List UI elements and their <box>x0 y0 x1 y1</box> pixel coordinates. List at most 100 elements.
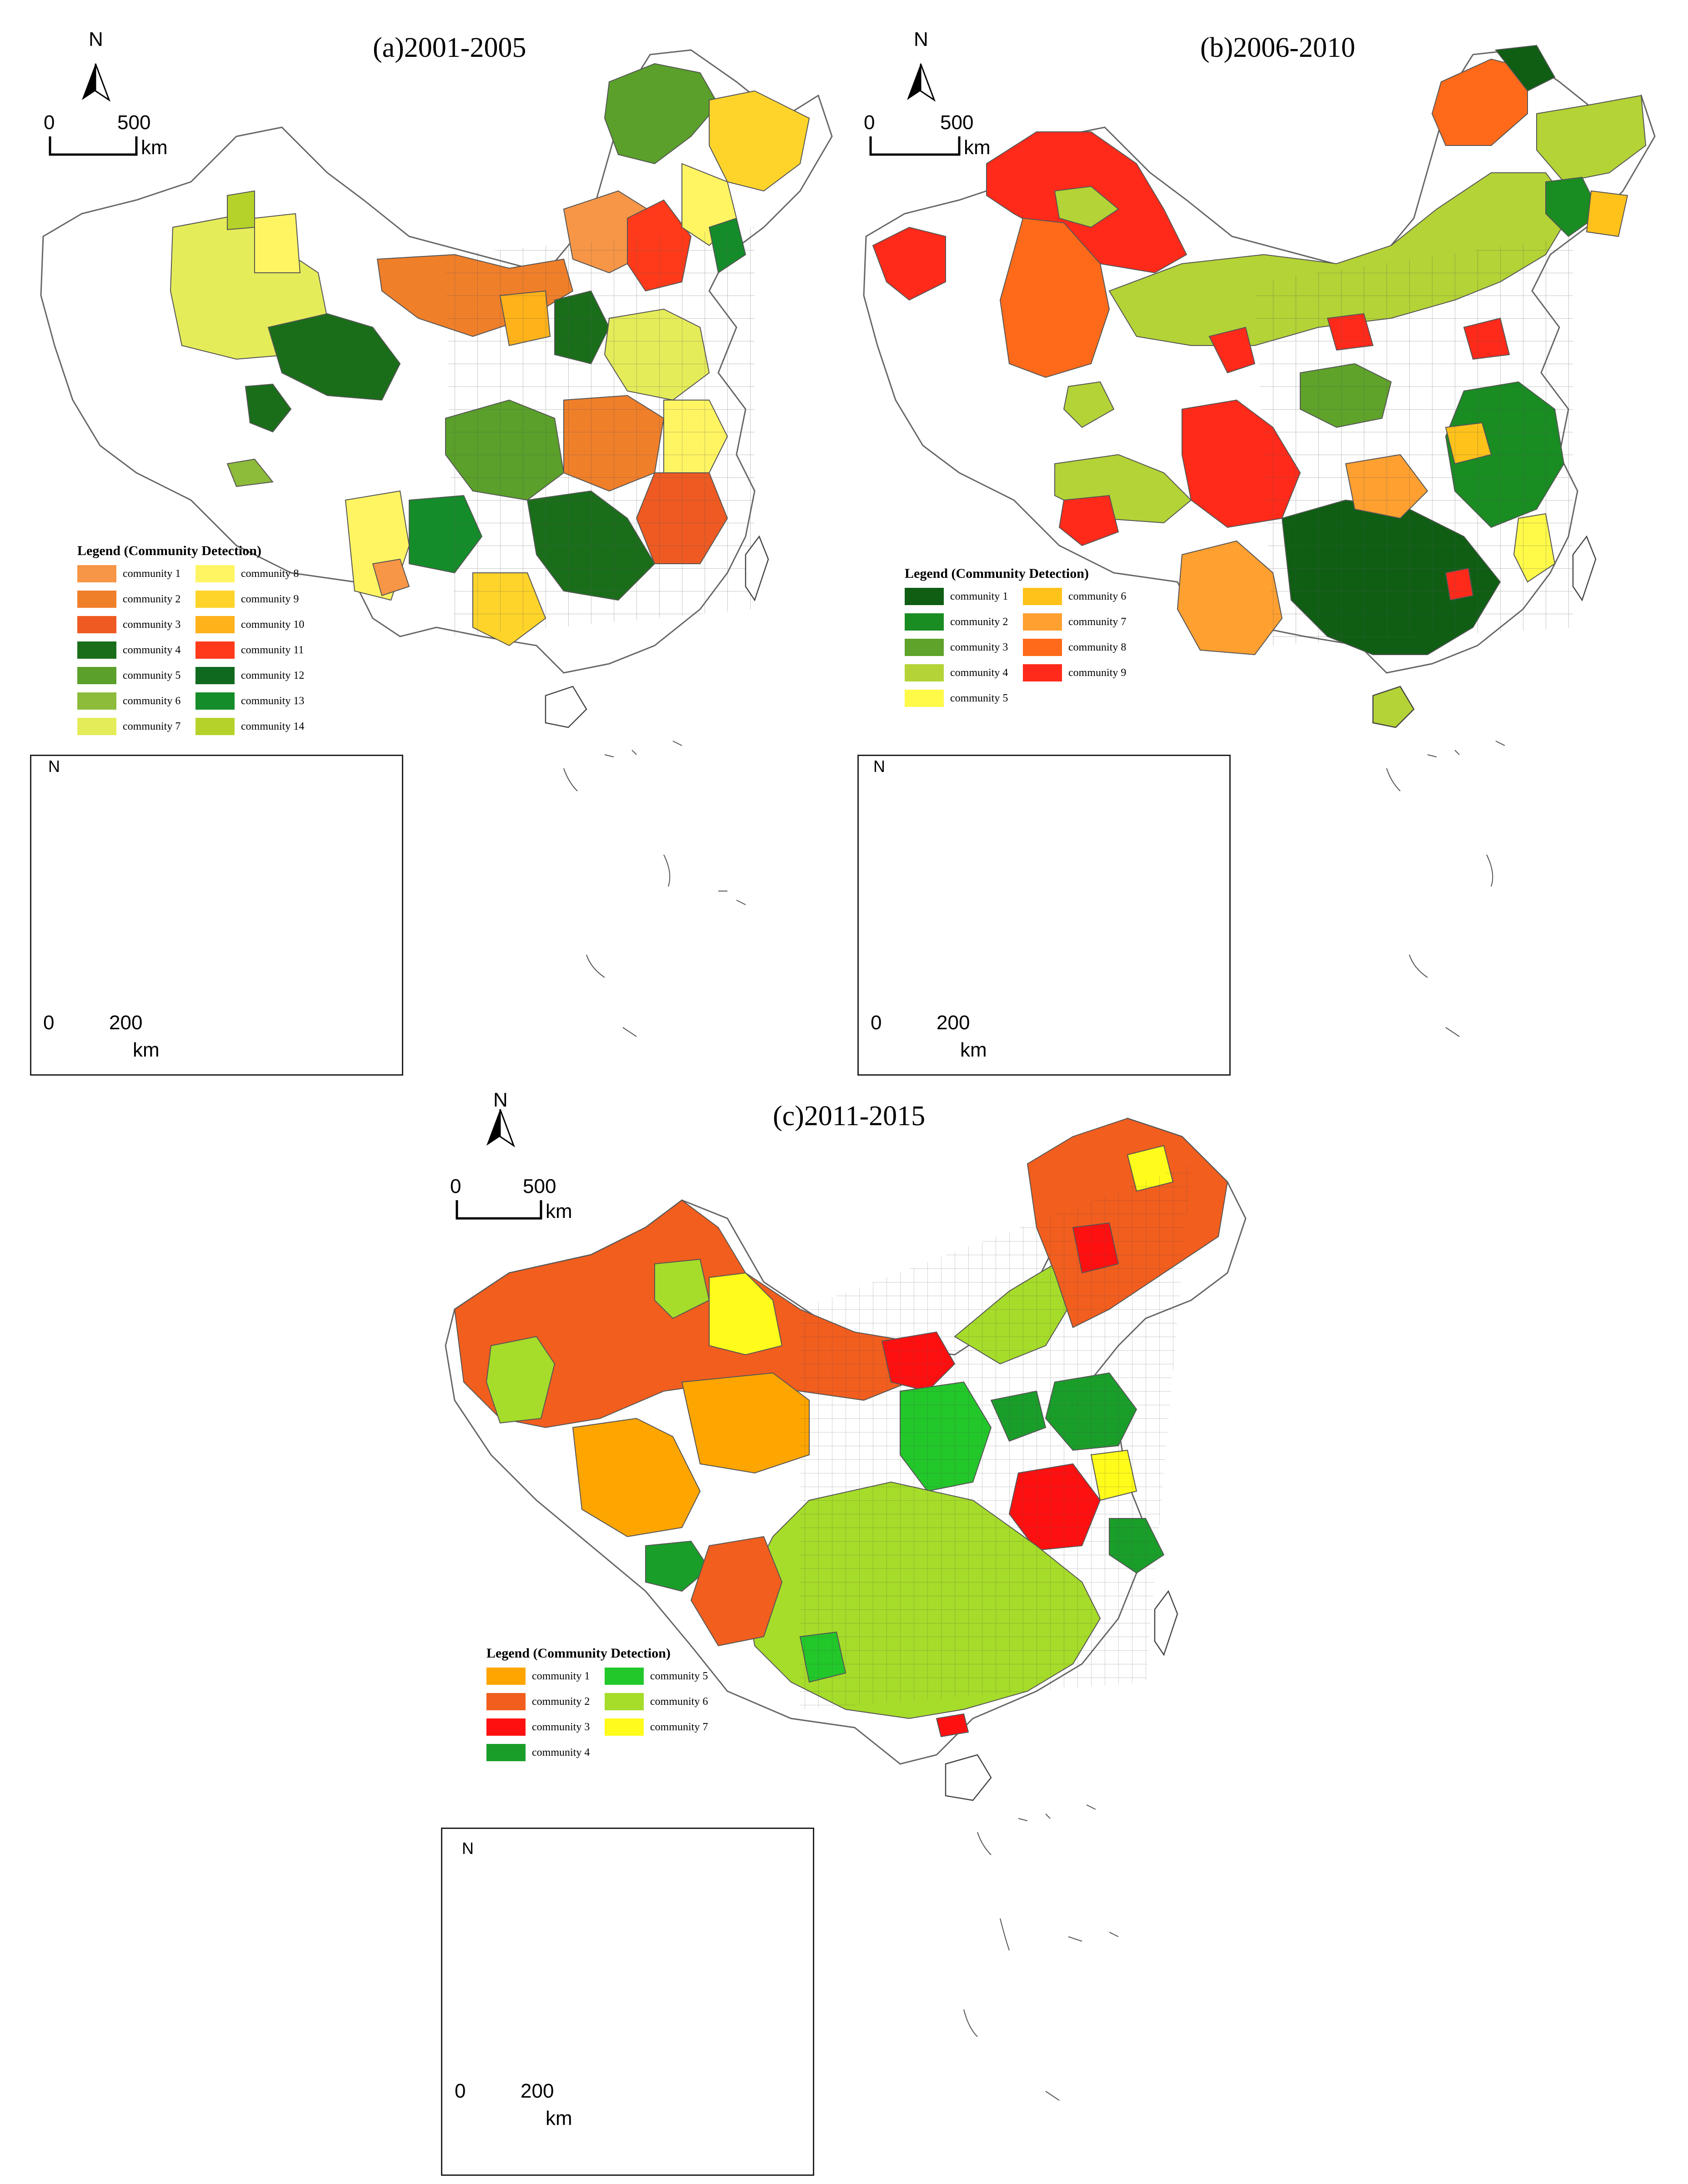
legend-swatch <box>486 1744 526 1761</box>
legend-label: community 14 <box>241 720 305 732</box>
panel-a-region <box>226 458 274 487</box>
panel-b-region <box>872 226 946 301</box>
legend-item: community 3 <box>905 639 1023 656</box>
legend-item: community 6 <box>1023 588 1141 605</box>
legend-empty <box>1023 690 1141 707</box>
legend-item: community 8 <box>195 565 314 582</box>
panel-b-inset-north-label: N <box>873 757 885 776</box>
legend-swatch <box>77 591 116 608</box>
panel-a-scale-value: 500 <box>117 111 151 134</box>
legend-label: community 5 <box>650 1670 708 1682</box>
legend-label: community 9 <box>241 593 299 605</box>
legend-swatch <box>195 667 235 684</box>
legend-label: community 2 <box>950 616 1008 628</box>
panel-b-north-label: N <box>914 28 928 50</box>
legend-swatch <box>605 1718 644 1736</box>
legend-swatch <box>905 664 944 681</box>
panel-a-scale-unit: km <box>141 136 168 159</box>
legend-label: community 10 <box>241 618 305 631</box>
panel-c-title: (c)2011-2015 <box>773 1101 926 1132</box>
legend-swatch <box>77 616 116 633</box>
legend-item: community 3 <box>77 616 195 633</box>
legend-item: community 4 <box>486 1744 605 1761</box>
panel-c-scale-value: 500 <box>523 1175 556 1197</box>
legend-item: community 13 <box>195 692 314 710</box>
panel-c-legend-items: community 1 community 5 community 2 communi… <box>486 1668 723 1761</box>
panel-b-region <box>1586 190 1628 237</box>
legend-item: community 2 <box>486 1693 605 1710</box>
legend-swatch <box>1023 613 1062 631</box>
legend-swatch <box>486 1718 526 1736</box>
panel-c-region <box>709 1272 783 1356</box>
legend-swatch <box>77 641 116 659</box>
legend-swatch <box>77 667 116 684</box>
panel-a-region <box>372 558 410 596</box>
panel-c-region <box>645 1540 710 1592</box>
legend-item: community 5 <box>77 667 195 684</box>
legend-label: community 4 <box>123 644 181 656</box>
panel-c-inset-north-label: N <box>462 1839 474 1858</box>
panel-b-title: (b)2006-2010 <box>1200 32 1355 63</box>
legend-item: community 1 <box>486 1668 605 1685</box>
legend-swatch <box>1023 664 1062 681</box>
legend-item: community 12 <box>195 667 314 684</box>
legend-item: community 7 <box>605 1718 723 1736</box>
legend-label: community 1 <box>532 1670 590 1682</box>
panel-b-region <box>1545 176 1601 237</box>
panel-a-region <box>227 190 255 230</box>
panel-b-legend-items: community 1 community 6 community 2 communi… <box>905 588 1141 707</box>
legend-swatch <box>605 1668 644 1685</box>
panel-c-inset-scale-value: 200 <box>521 2080 554 2102</box>
legend-item: community 4 <box>905 664 1023 681</box>
legend-label: community 5 <box>950 692 1008 704</box>
panel-b-region <box>1208 326 1256 374</box>
legend-label: community 9 <box>1068 666 1127 679</box>
panel-c-taiwan <box>1154 1590 1178 1656</box>
legend-item: community 14 <box>195 718 314 735</box>
panel-a-region <box>604 63 719 165</box>
panel-a-inset-scale-unit: km <box>133 1039 160 1061</box>
panel-b-inset-scale-unit: km <box>960 1039 987 1061</box>
panel-b-inset-frame <box>857 755 1231 1076</box>
legend-label: community 5 <box>123 669 181 681</box>
panel-a-region <box>245 383 292 433</box>
panel-a-region <box>709 90 810 192</box>
legend-swatch <box>1023 639 1062 656</box>
panel-c-north-arrow <box>486 1109 516 1147</box>
legend-item: community 1 <box>905 588 1023 605</box>
legend-swatch <box>486 1668 526 1685</box>
panel-c-north-label: N <box>493 1089 508 1111</box>
legend-swatch <box>77 718 116 735</box>
legend-swatch <box>905 588 944 605</box>
legend-label: community 7 <box>1068 616 1127 628</box>
legend-item: community 9 <box>195 591 314 608</box>
panel-c-scale-zero: 0 <box>450 1175 461 1197</box>
panel-c-map <box>445 1117 1247 1801</box>
panel-c-hainan <box>945 1754 992 1801</box>
panel-a-north-arrow <box>82 63 111 102</box>
legend-swatch <box>195 641 235 659</box>
legend-label: community 13 <box>241 695 305 707</box>
panel-a-scale-zero: 0 <box>44 111 55 134</box>
panel-b-region <box>1536 95 1647 183</box>
legend-item: community 7 <box>77 718 195 735</box>
legend-label: community 3 <box>123 618 181 631</box>
legend-item: community 6 <box>605 1693 723 1710</box>
legend-item: community 4 <box>77 641 195 659</box>
legend-label: community 6 <box>650 1695 708 1708</box>
legend-item: community 5 <box>605 1668 723 1685</box>
panel-c-legend-title: Legend (Community Detection) <box>486 1646 671 1661</box>
legend-label: community 2 <box>123 593 181 605</box>
legend-swatch <box>195 616 235 633</box>
panel-a-hainan <box>545 686 587 728</box>
legend-label: community 8 <box>241 567 299 580</box>
panel-a-inset-scale-zero: 0 <box>43 1012 55 1034</box>
panel-b-region <box>1058 495 1119 546</box>
legend-label: community 6 <box>1068 590 1127 602</box>
legend-item: community 9 <box>1023 664 1141 681</box>
legend-swatch <box>77 692 116 710</box>
panel-c-boundaries <box>800 1164 1191 1709</box>
legend-item: community 6 <box>77 692 195 710</box>
legend-item: community 2 <box>905 613 1023 631</box>
